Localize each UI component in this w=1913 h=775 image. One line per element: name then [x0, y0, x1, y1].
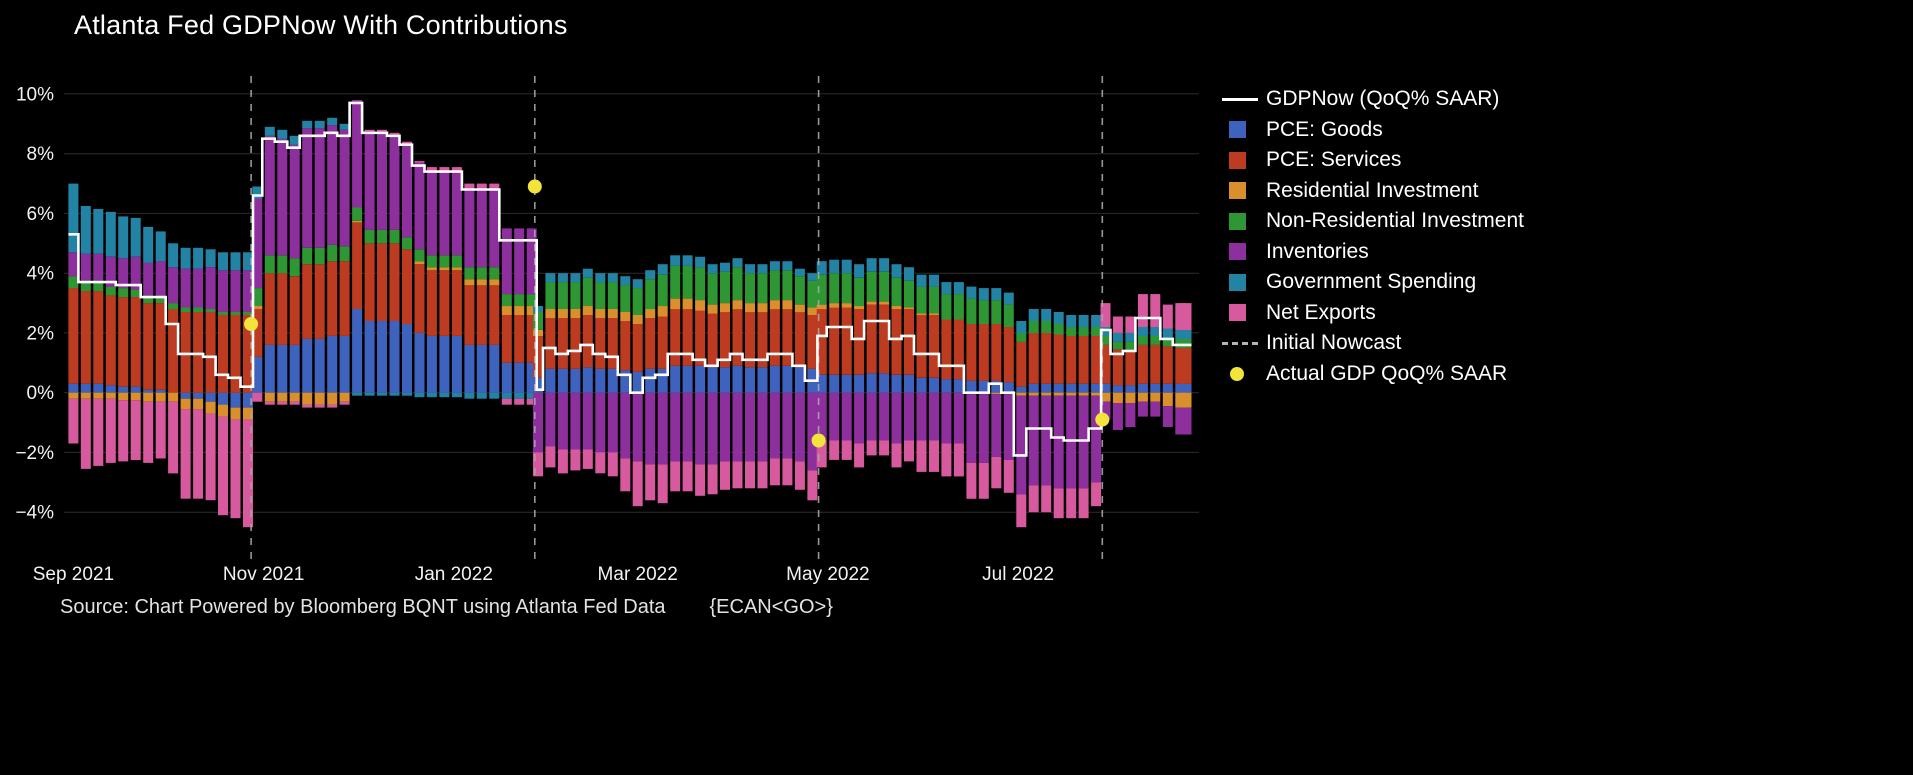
- legend-swatch-inventories-icon: [1222, 243, 1266, 261]
- legend-item-non-residential-investment: Non-Residential Investment: [1222, 206, 1524, 237]
- svg-text:4%: 4%: [27, 264, 55, 285]
- legend-item-actual-gdp-qoq-saar: Actual GDP QoQ% SAAR: [1222, 359, 1524, 390]
- source-text: Source: Chart Powered by Bloomberg BQNT …: [60, 596, 666, 618]
- legend-item-initial-nowcast: Initial Nowcast: [1222, 328, 1524, 359]
- svg-text:2%: 2%: [27, 323, 55, 344]
- svg-text:−4%: −4%: [15, 503, 54, 524]
- legend-label: Actual GDP QoQ% SAAR: [1266, 361, 1508, 385]
- legend-label: Residential Investment: [1266, 178, 1479, 202]
- legend-swatch-gdpnow-qoq-saar-icon: [1222, 97, 1266, 101]
- svg-text:10%: 10%: [16, 84, 54, 105]
- legend-label: Inventories: [1266, 239, 1369, 263]
- legend-swatch-actual-gdp-qoq-saar-icon: [1222, 366, 1266, 381]
- legend-item-government-spending: Government Spending: [1222, 267, 1524, 298]
- svg-text:Sep 2021: Sep 2021: [33, 564, 114, 585]
- legend-swatch-residential-investment-icon: [1222, 182, 1266, 200]
- chart-legend: GDPNow (QoQ% SAAR) PCE: Goods PCE: Service…: [1222, 84, 1524, 389]
- legend-label: Initial Nowcast: [1266, 331, 1402, 355]
- svg-text:0%: 0%: [27, 383, 55, 404]
- legend-label: PCE: Services: [1266, 148, 1402, 172]
- legend-label: Non-Residential Investment: [1266, 209, 1524, 233]
- source-terminal-code: {ECAN<GO>}: [709, 596, 833, 618]
- svg-text:8%: 8%: [27, 144, 55, 165]
- legend-label: GDPNow (QoQ% SAAR): [1266, 87, 1500, 111]
- svg-text:May 2022: May 2022: [786, 564, 869, 585]
- actual-gdp-dots: [244, 179, 1110, 448]
- legend-label: Government Spending: [1266, 270, 1477, 294]
- legend-swatch-net-exports-icon: [1222, 304, 1266, 322]
- svg-text:−2%: −2%: [15, 443, 54, 464]
- svg-text:Jul 2022: Jul 2022: [982, 564, 1054, 585]
- stacked-contribution-bars: [68, 99, 1192, 528]
- legend-item-pce-services: PCE: Services: [1222, 145, 1524, 176]
- legend-swatch-pce-goods-icon: [1222, 121, 1266, 139]
- y-axis-labels: 10% 8% 6% 4% 2% 0% −2% −4%: [15, 84, 54, 523]
- gdpnow-chart-plot: 10% 8% 6% 4% 2% 0% −2% −4% Sep 2021 Nov 2021 Jan 2…: [15, 76, 1199, 585]
- svg-text:6%: 6%: [27, 204, 55, 225]
- svg-text:Nov 2021: Nov 2021: [223, 564, 304, 585]
- x-axis-labels: Sep 2021 Nov 2021 Jan 2022 Mar 2022 May 2022…: [33, 564, 1054, 585]
- svg-text:Mar 2022: Mar 2022: [598, 564, 678, 585]
- legend-swatch-government-spending-icon: [1222, 273, 1266, 291]
- legend-item-net-exports: Net Exports: [1222, 298, 1524, 329]
- legend-item-gdpnow-qoq-saar: GDPNow (QoQ% SAAR): [1222, 84, 1524, 115]
- gdpnow-line: [68, 101, 1192, 457]
- legend-label: Net Exports: [1266, 300, 1376, 324]
- legend-swatch-pce-services-icon: [1222, 151, 1266, 169]
- svg-text:Jan 2022: Jan 2022: [415, 564, 493, 585]
- legend-swatch-initial-nowcast-icon: [1222, 341, 1266, 345]
- legend-item-pce-goods: PCE: Goods: [1222, 115, 1524, 146]
- legend-swatch-non-residential-investment-icon: [1222, 212, 1266, 230]
- legend-item-residential-investment: Residential Investment: [1222, 176, 1524, 207]
- source-attribution: Source: Chart Powered by Bloomberg BQNT …: [60, 596, 833, 619]
- page-title: Atlanta Fed GDPNow With Contributions: [74, 10, 568, 40]
- legend-item-inventories: Inventories: [1222, 237, 1524, 268]
- legend-label: PCE: Goods: [1266, 117, 1383, 141]
